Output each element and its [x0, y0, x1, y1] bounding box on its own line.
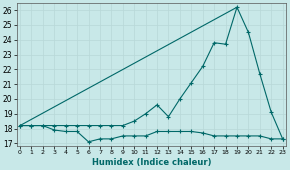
- X-axis label: Humidex (Indice chaleur): Humidex (Indice chaleur): [92, 158, 211, 167]
